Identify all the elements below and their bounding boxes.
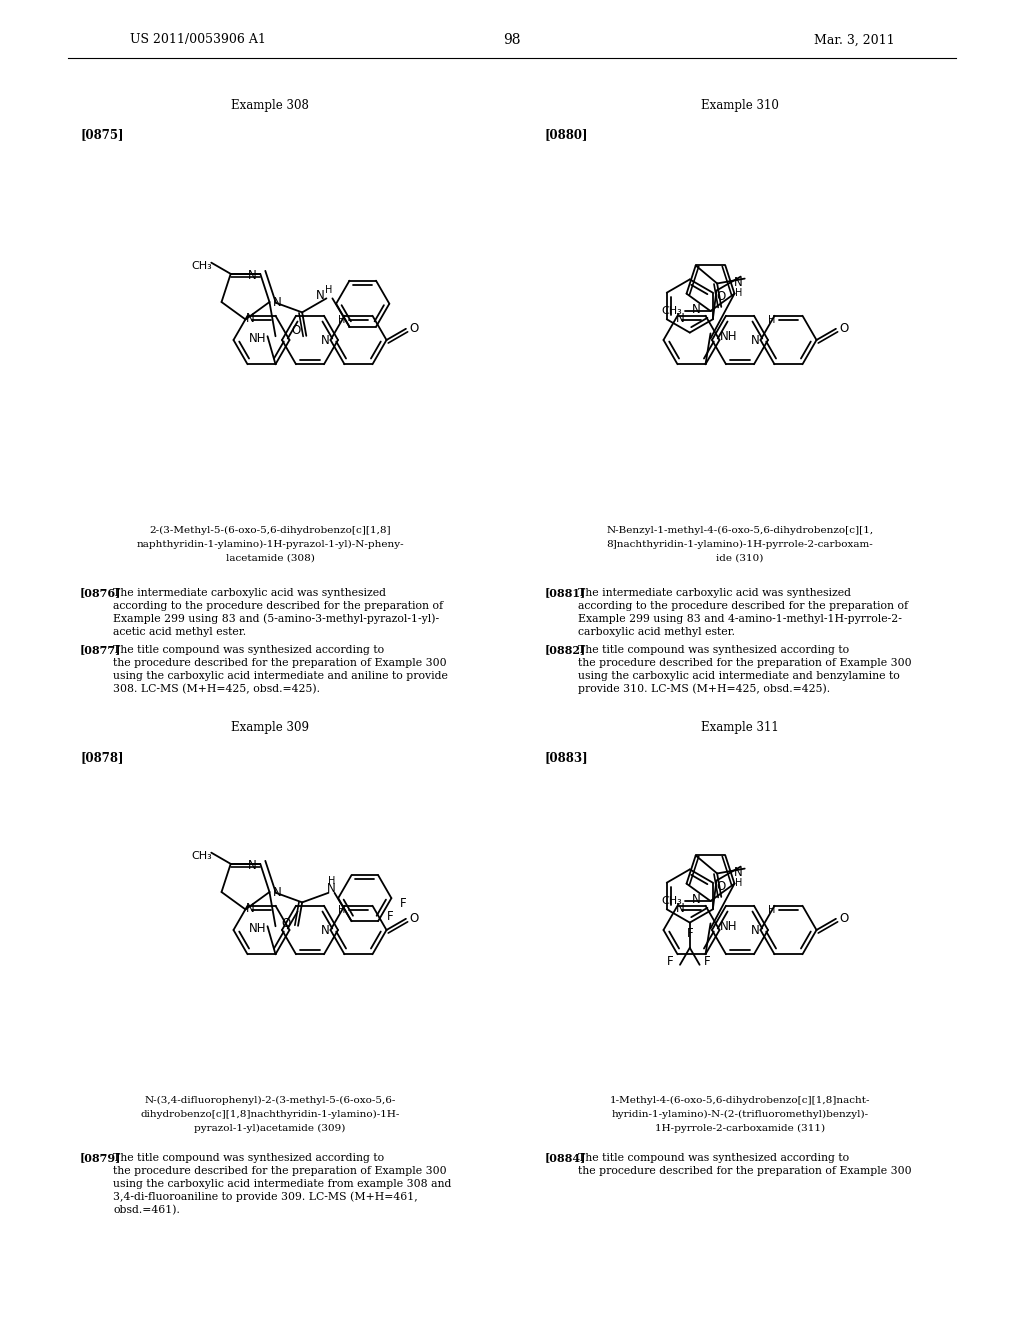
Text: Example 299 using 83 and 4-amino-1-methyl-1H-pyrrole-2-: Example 299 using 83 and 4-amino-1-methy… [578, 614, 902, 624]
Text: N: N [676, 313, 685, 325]
Text: pyrazol-1-yl)acetamide (309): pyrazol-1-yl)acetamide (309) [195, 1123, 346, 1133]
Text: F: F [387, 909, 393, 923]
Text: according to the procedure described for the preparation of: according to the procedure described for… [578, 601, 908, 611]
Text: N: N [273, 886, 282, 899]
Text: The title compound was synthesized according to: The title compound was synthesized accor… [113, 645, 384, 655]
Text: O: O [410, 912, 419, 925]
Text: H: H [768, 314, 775, 325]
Text: provide 310. LC-MS (M+H=425, obsd.=425).: provide 310. LC-MS (M+H=425, obsd.=425). [578, 684, 830, 694]
Text: 1-Methyl-4-(6-oxo-5,6-dihydrobenzo[c][1,8]nacht-: 1-Methyl-4-(6-oxo-5,6-dihydrobenzo[c][1,… [609, 1096, 870, 1105]
Text: N: N [734, 866, 743, 879]
Text: 3,4-di-fluoroaniline to provide 309. LC-MS (M+H=461,: 3,4-di-fluoroaniline to provide 309. LC-… [113, 1192, 418, 1203]
Text: N: N [246, 313, 255, 325]
Text: NH: NH [720, 920, 737, 933]
Text: O: O [410, 322, 419, 335]
Text: The title compound was synthesized according to: The title compound was synthesized accor… [578, 1152, 849, 1163]
Text: The intermediate carboxylic acid was synthesized: The intermediate carboxylic acid was syn… [578, 587, 851, 598]
Text: N: N [273, 296, 282, 309]
Text: naphthyridin-1-ylamino)-1H-pyrazol-1-yl)-N-pheny-: naphthyridin-1-ylamino)-1H-pyrazol-1-yl)… [136, 540, 403, 549]
Text: [0879]: [0879] [80, 1152, 122, 1163]
Text: H: H [768, 904, 775, 915]
Text: F: F [667, 956, 674, 969]
Text: N: N [752, 334, 760, 346]
Text: N: N [752, 924, 760, 936]
Text: H: H [735, 288, 742, 297]
Text: Mar. 3, 2011: Mar. 3, 2011 [814, 33, 895, 46]
Text: 2-(3-Methyl-5-(6-oxo-5,6-dihydrobenzo[c][1,8]: 2-(3-Methyl-5-(6-oxo-5,6-dihydrobenzo[c]… [150, 525, 391, 535]
Text: the procedure described for the preparation of Example 300: the procedure described for the preparat… [578, 657, 911, 668]
Text: O: O [282, 917, 291, 931]
Text: F: F [705, 956, 711, 969]
Text: Example 311: Example 311 [701, 722, 779, 734]
Text: N: N [327, 882, 336, 895]
Text: N: N [676, 903, 685, 915]
Text: N: N [692, 892, 700, 906]
Text: N: N [322, 924, 330, 936]
Text: N-Benzyl-1-methyl-4-(6-oxo-5,6-dihydrobenzo[c][1,: N-Benzyl-1-methyl-4-(6-oxo-5,6-dihydrobe… [606, 525, 873, 535]
Text: N: N [246, 903, 255, 915]
Text: N: N [692, 302, 700, 315]
Text: The intermediate carboxylic acid was synthesized: The intermediate carboxylic acid was syn… [113, 587, 386, 598]
Text: N: N [734, 276, 743, 289]
Text: H: H [735, 878, 742, 887]
Text: [0877]: [0877] [80, 644, 122, 656]
Text: H: H [325, 285, 332, 296]
Text: the procedure described for the preparation of Example 300: the procedure described for the preparat… [113, 657, 446, 668]
Text: Example 309: Example 309 [231, 722, 309, 734]
Text: obsd.=461).: obsd.=461). [113, 1205, 180, 1216]
Text: Example 308: Example 308 [231, 99, 309, 111]
Text: carboxylic acid methyl ester.: carboxylic acid methyl ester. [578, 627, 735, 638]
Text: the procedure described for the preparation of Example 300: the procedure described for the preparat… [113, 1166, 446, 1176]
Text: H: H [338, 314, 345, 325]
Text: [0875]: [0875] [80, 128, 124, 141]
Text: the procedure described for the preparation of Example 300: the procedure described for the preparat… [578, 1166, 911, 1176]
Text: The title compound was synthesized according to: The title compound was synthesized accor… [113, 1152, 384, 1163]
Text: NH: NH [720, 330, 737, 343]
Text: ide (310): ide (310) [717, 553, 764, 562]
Text: CH₃: CH₃ [190, 850, 212, 861]
Text: [0876]: [0876] [80, 587, 122, 598]
Text: N: N [248, 859, 257, 873]
Text: O: O [840, 912, 849, 925]
Text: [0880]: [0880] [545, 128, 589, 141]
Text: 308. LC-MS (M+H=425, obsd.=425).: 308. LC-MS (M+H=425, obsd.=425). [113, 684, 319, 694]
Text: using the carboxylic acid intermediate from example 308 and: using the carboxylic acid intermediate f… [113, 1179, 452, 1189]
Text: H: H [328, 875, 335, 886]
Text: O: O [292, 325, 301, 338]
Text: CH₃: CH₃ [660, 306, 682, 315]
Text: [0882]: [0882] [545, 644, 587, 656]
Text: N: N [316, 289, 325, 302]
Text: NH: NH [249, 921, 266, 935]
Text: O: O [840, 322, 849, 335]
Text: dihydrobenzo[c][1,8]nachthyridin-1-ylamino)-1H-: dihydrobenzo[c][1,8]nachthyridin-1-ylami… [140, 1109, 399, 1118]
Text: N-(3,4-difluorophenyl)-2-(3-methyl-5-(6-oxo-5,6-: N-(3,4-difluorophenyl)-2-(3-methyl-5-(6-… [144, 1096, 395, 1105]
Text: O: O [717, 290, 726, 304]
Text: [0878]: [0878] [80, 751, 124, 764]
Text: using the carboxylic acid intermediate and benzylamine to: using the carboxylic acid intermediate a… [578, 671, 900, 681]
Text: [0881]: [0881] [545, 587, 587, 598]
Text: N: N [248, 269, 257, 282]
Text: according to the procedure described for the preparation of: according to the procedure described for… [113, 601, 443, 611]
Text: US 2011/0053906 A1: US 2011/0053906 A1 [130, 33, 266, 46]
Text: lacetamide (308): lacetamide (308) [225, 553, 314, 562]
Text: Example 299 using 83 and (5-amino-3-methyl-pyrazol-1-yl)-: Example 299 using 83 and (5-amino-3-meth… [113, 614, 439, 624]
Text: 8]nachthyridin-1-ylamino)-1H-pyrrole-2-carboxam-: 8]nachthyridin-1-ylamino)-1H-pyrrole-2-c… [606, 540, 873, 549]
Text: The title compound was synthesized according to: The title compound was synthesized accor… [578, 645, 849, 655]
Text: [0883]: [0883] [545, 751, 589, 764]
Text: N: N [322, 334, 330, 346]
Text: Example 310: Example 310 [701, 99, 779, 111]
Text: CH₃: CH₃ [190, 260, 212, 271]
Text: acetic acid methyl ester.: acetic acid methyl ester. [113, 627, 246, 638]
Text: H: H [338, 904, 345, 915]
Text: O: O [717, 880, 726, 894]
Text: NH: NH [249, 331, 266, 345]
Text: 98: 98 [503, 33, 521, 48]
Text: F: F [400, 896, 407, 909]
Text: [0884]: [0884] [545, 1152, 587, 1163]
Text: hyridin-1-ylamino)-N-(2-(trifluoromethyl)benzyl)-: hyridin-1-ylamino)-N-(2-(trifluoromethyl… [611, 1109, 868, 1118]
Text: F: F [686, 927, 693, 940]
Text: CH₃: CH₃ [660, 896, 682, 906]
Text: using the carboxylic acid intermediate and aniline to provide: using the carboxylic acid intermediate a… [113, 671, 447, 681]
Text: 1H-pyrrole-2-carboxamide (311): 1H-pyrrole-2-carboxamide (311) [655, 1123, 825, 1133]
